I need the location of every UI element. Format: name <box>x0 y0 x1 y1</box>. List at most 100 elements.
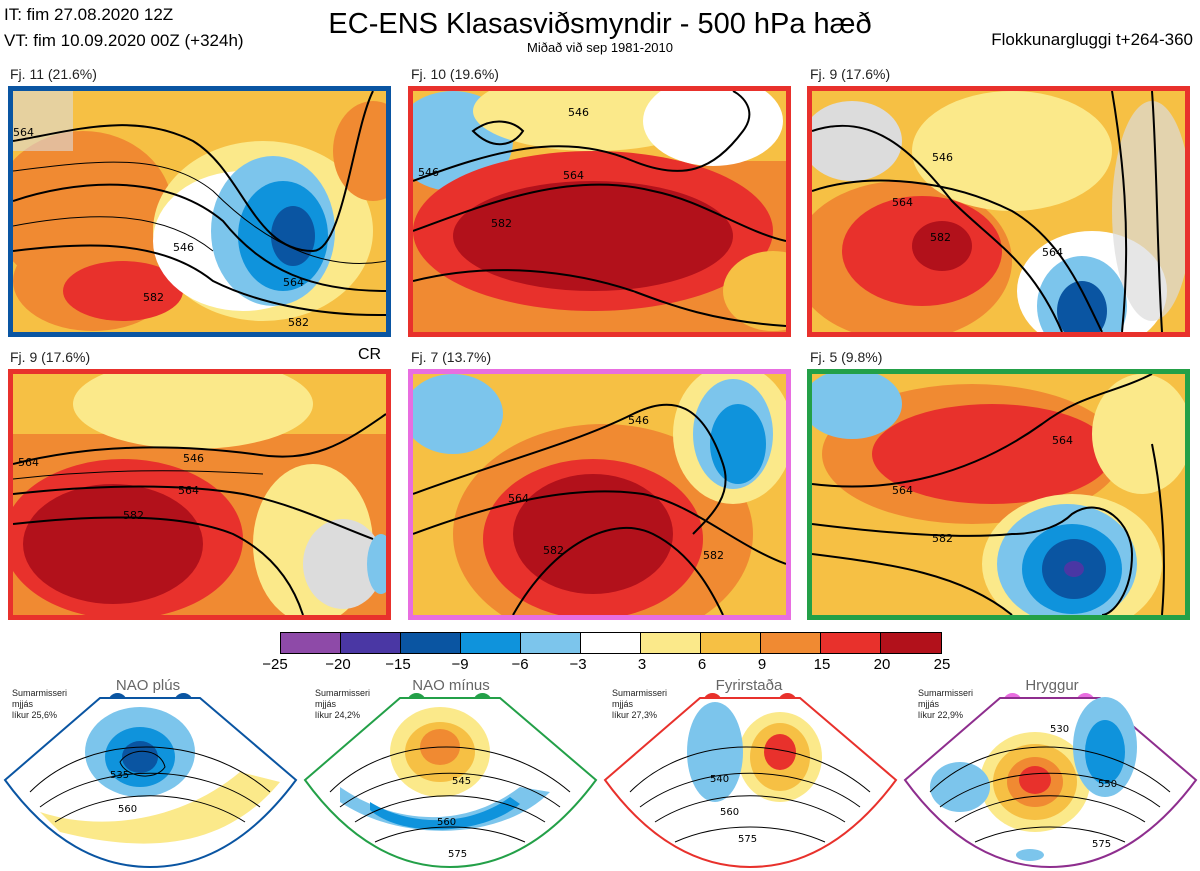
contour-label: 560 <box>118 804 137 815</box>
anomaly-map: 564 582 546 564 582 <box>13 91 386 332</box>
colorbar-cell <box>821 633 881 653</box>
anomaly-colorbar <box>280 632 942 654</box>
contour-label: 582 <box>543 544 564 557</box>
page-subtitle: Miðað við sep 1981-2010 <box>527 40 673 55</box>
anomaly-map: 546 564 582 582 <box>413 374 786 615</box>
contour-label: 550 <box>1098 779 1117 790</box>
contour-label: 564 <box>508 492 529 505</box>
contour-label: 564 <box>892 196 913 209</box>
colorbar-tick: 9 <box>757 656 767 673</box>
contour-label: 582 <box>123 509 144 522</box>
contour-label: 530 <box>1050 724 1069 735</box>
contour-label: 546 <box>173 241 194 254</box>
regime-season: Sumarmisseri <box>612 688 668 698</box>
contour-label: 560 <box>720 807 739 818</box>
regime-likelihood: líkur 22,9% <box>918 710 964 720</box>
cluster-map-panel: 546 564 582 564 <box>807 86 1190 337</box>
regime-map: 540 560 575 <box>603 697 898 869</box>
colorbar-tick: −25 <box>262 656 288 673</box>
contour-label: 582 <box>930 231 951 244</box>
contour-label: 546 <box>418 166 439 179</box>
colorbar-tick: 20 <box>873 656 891 673</box>
contour-label: 564 <box>178 484 199 497</box>
contour-label: 582 <box>491 217 512 230</box>
regime-smoothing: mjjás <box>612 699 634 709</box>
cluster-map-panel: 564 582 546 564 582 <box>8 86 391 337</box>
cluster-label: Fj. 5 (9.8%) <box>810 349 883 365</box>
anomaly-map: 564 564 582 <box>812 374 1185 615</box>
colorbar-cell <box>761 633 821 653</box>
contour-label: 564 <box>13 126 34 139</box>
contour-label: 560 <box>437 817 456 828</box>
regime-smoothing: mjjás <box>315 699 337 709</box>
cluster-map-panel: 564 564 582 <box>807 369 1190 620</box>
colorbar-cell <box>461 633 521 653</box>
colorbar-cell <box>281 633 341 653</box>
colorbar-tick: 6 <box>697 656 707 673</box>
cluster-label: Fj. 7 (13.7%) <box>411 349 492 365</box>
contour-label: 564 <box>1052 434 1073 447</box>
contour-label: 575 <box>448 849 467 860</box>
contour-label: 564 <box>283 276 304 289</box>
contour-label: 546 <box>932 151 953 164</box>
regime-smoothing: mjjás <box>918 699 940 709</box>
regime-map: 530 550 575 <box>903 697 1198 869</box>
colorbar-tick: 3 <box>637 656 647 673</box>
colorbar-cell <box>401 633 461 653</box>
regime-smoothing: mjjás <box>12 699 34 709</box>
regime-likelihood: líkur 25,6% <box>12 710 58 720</box>
contour-label: 575 <box>1092 839 1111 850</box>
regime-map: 535 560 <box>3 697 298 869</box>
regime-map: 545 560 575 <box>303 697 598 869</box>
classification-window: Flokkunargluggi t+264-360 <box>991 30 1193 49</box>
cluster-label: Fj. 11 (21.6%) <box>10 66 97 82</box>
colorbar-tick: 25 <box>933 656 951 673</box>
cluster-label: Fj. 10 (19.6%) <box>411 66 499 82</box>
colorbar-tick: −6 <box>511 656 529 673</box>
issue-time: IT: fim 27.08.2020 12Z <box>4 5 174 24</box>
colorbar-tick: 15 <box>813 656 831 673</box>
page-title: EC-ENS Klasasviðsmyndir - 500 hPa hæð <box>328 8 872 40</box>
contour-label: 582 <box>932 532 953 545</box>
contour-label: 546 <box>183 452 204 465</box>
regime-season: Sumarmisseri <box>12 688 68 698</box>
regime-season: Sumarmisseri <box>315 688 371 698</box>
colorbar-cell <box>881 633 941 653</box>
contour-label: 564 <box>18 456 39 469</box>
colorbar-cell <box>521 633 581 653</box>
cluster-label: Fj. 9 (17.6%) <box>810 66 891 82</box>
contour-label: 564 <box>892 484 913 497</box>
anomaly-map: 546 564 582 564 <box>812 91 1185 332</box>
cluster-map-panel: 546 546 564 582 <box>408 86 791 337</box>
anomaly-map: 564 546 564 582 <box>13 374 386 615</box>
contour-label: 575 <box>738 834 757 845</box>
control-run-marker: CR <box>358 346 382 363</box>
cluster-map-panel: 546 564 582 582 <box>408 369 791 620</box>
contour-label: 582 <box>288 316 309 329</box>
regime-title: NAO plús <box>115 677 181 694</box>
colorbar-cell <box>341 633 401 653</box>
contour-label: 582 <box>143 291 164 304</box>
anomaly-map: 546 546 564 582 <box>413 91 786 332</box>
valid-time: VT: fim 10.09.2020 00Z (+324h) <box>4 31 244 50</box>
colorbar-tick: −3 <box>569 656 587 673</box>
regime-title: NAO mínus <box>412 677 490 694</box>
contour-label: 564 <box>563 169 584 182</box>
regime-title: Hryggur <box>1025 677 1079 694</box>
regime-likelihood: líkur 24,2% <box>315 710 361 720</box>
colorbar-cell <box>641 633 701 653</box>
contour-label: 564 <box>1042 246 1063 259</box>
cluster-map-panel: 564 546 564 582 <box>8 369 391 620</box>
cluster-label: Fj. 9 (17.6%) <box>10 349 91 365</box>
contour-label: 546 <box>568 106 589 119</box>
contour-label: 545 <box>452 776 471 787</box>
contour-label: 582 <box>703 549 724 562</box>
contour-label: 535 <box>110 770 129 781</box>
regime-likelihood: líkur 27,3% <box>612 710 658 720</box>
colorbar-cell <box>701 633 761 653</box>
contour-label: 540 <box>710 774 729 785</box>
colorbar-tick: −15 <box>385 656 411 673</box>
colorbar-tick: −9 <box>451 656 469 673</box>
colorbar-cell <box>581 633 641 653</box>
regime-title: Fyrirstaða <box>715 677 783 694</box>
